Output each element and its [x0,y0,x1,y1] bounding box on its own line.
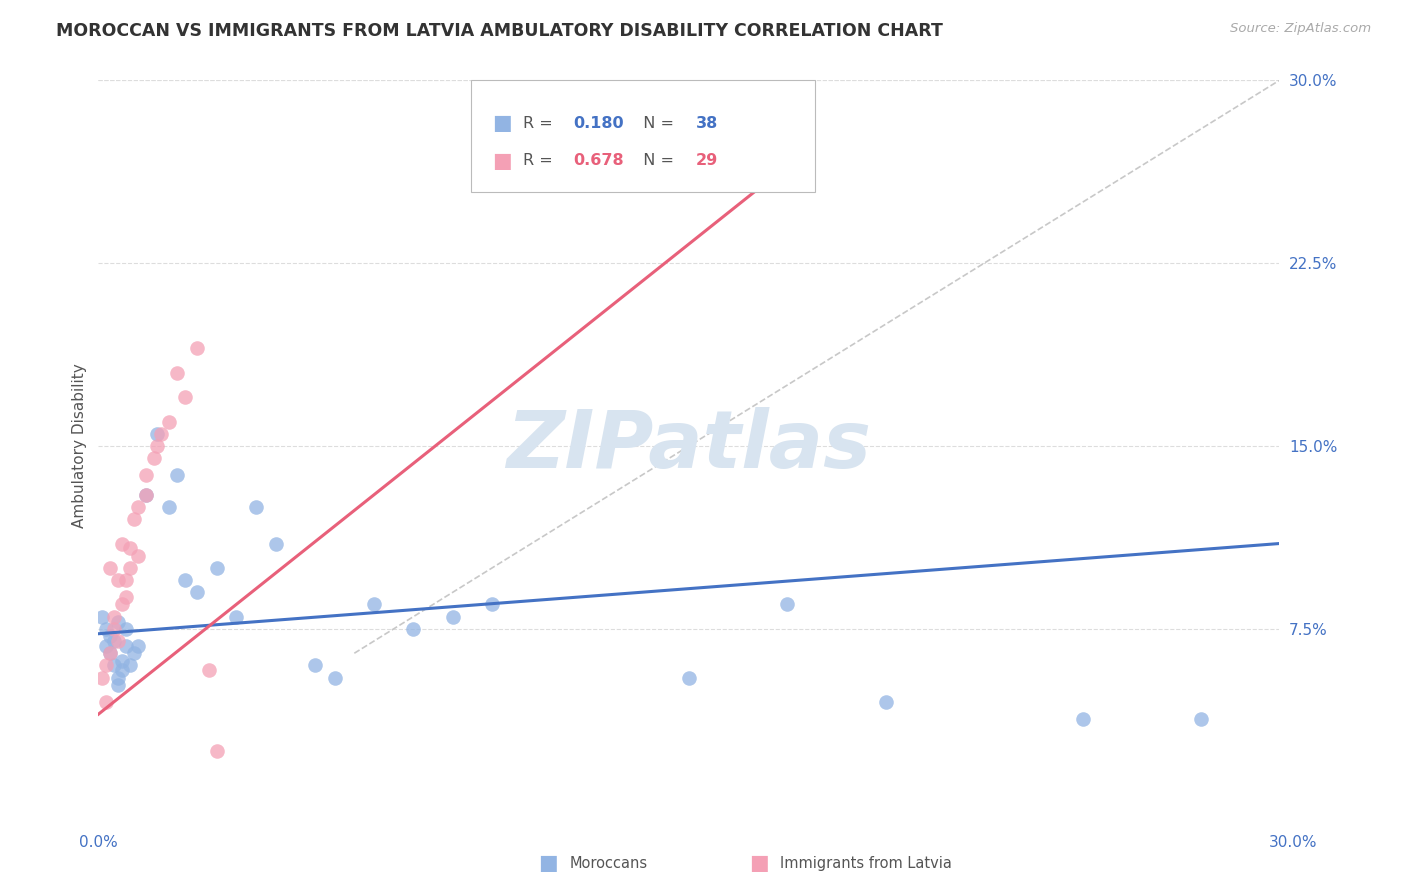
Point [115,573,138,587]
Point [146,439,169,453]
Point [115,622,138,636]
Y-axis label: Ambulatory Disability: Ambulatory Disability [72,364,87,528]
Point [98,561,121,575]
Point [107,671,129,685]
Text: 0.678: 0.678 [574,153,624,168]
Point [122,512,145,526]
Point [678,671,700,685]
Point [91,671,114,685]
Point [135,468,157,483]
Point [122,646,145,660]
Point [205,561,228,575]
Point [142,451,165,466]
Point [776,598,799,612]
Point [91,609,114,624]
Point [197,663,219,677]
Text: 30.0%: 30.0% [1270,836,1317,850]
Text: ■: ■ [492,113,512,133]
Point [118,541,141,556]
Point [245,500,267,514]
Text: R =: R = [523,153,558,168]
Point [402,622,425,636]
Text: Immigrants from Latvia: Immigrants from Latvia [780,856,952,871]
Point [225,609,247,624]
Text: Source: ZipAtlas.com: Source: ZipAtlas.com [1230,22,1371,36]
Point [186,342,208,356]
Point [441,609,464,624]
Point [323,671,346,685]
Point [107,615,129,629]
Text: 0.0%: 0.0% [79,836,118,850]
Point [111,536,134,550]
Point [96,658,118,673]
Point [174,390,197,404]
Point [875,695,897,709]
Point [107,634,129,648]
Point [107,678,129,692]
Point [135,488,157,502]
Text: 0.180: 0.180 [574,116,624,130]
Point [115,590,138,604]
Text: ■: ■ [492,151,512,170]
Point [98,646,121,660]
Point [103,622,125,636]
Point [111,598,134,612]
Point [166,366,188,380]
Point [205,744,228,758]
Point [127,500,149,514]
Point [157,500,180,514]
Point [264,536,287,550]
Point [98,646,121,660]
Point [150,426,173,441]
Point [157,415,180,429]
Text: ■: ■ [538,854,558,873]
Point [118,658,141,673]
Point [103,634,125,648]
Text: ZIPatlas: ZIPatlas [506,407,872,485]
Text: R =: R = [523,116,558,130]
Text: Moroccans: Moroccans [569,856,648,871]
Text: N =: N = [633,153,679,168]
Text: ■: ■ [749,854,769,873]
Point [96,639,118,653]
Point [115,639,138,653]
Point [103,609,125,624]
Text: 29: 29 [696,153,718,168]
Text: N =: N = [633,116,679,130]
Point [146,426,169,441]
Point [96,695,118,709]
Point [304,658,326,673]
Text: MOROCCAN VS IMMIGRANTS FROM LATVIA AMBULATORY DISABILITY CORRELATION CHART: MOROCCAN VS IMMIGRANTS FROM LATVIA AMBUL… [56,22,943,40]
Point [103,658,125,673]
Point [363,598,385,612]
Point [481,598,503,612]
Point [135,488,157,502]
Point [111,654,134,668]
Point [127,639,149,653]
Point [118,561,141,575]
Point [1071,712,1094,726]
Text: 38: 38 [696,116,718,130]
Point [186,585,208,599]
Point [166,468,188,483]
Point [107,573,129,587]
Point [127,549,149,563]
Point [111,663,134,677]
Point [174,573,197,587]
Point [98,629,121,643]
Point [96,622,118,636]
Point [1189,712,1212,726]
